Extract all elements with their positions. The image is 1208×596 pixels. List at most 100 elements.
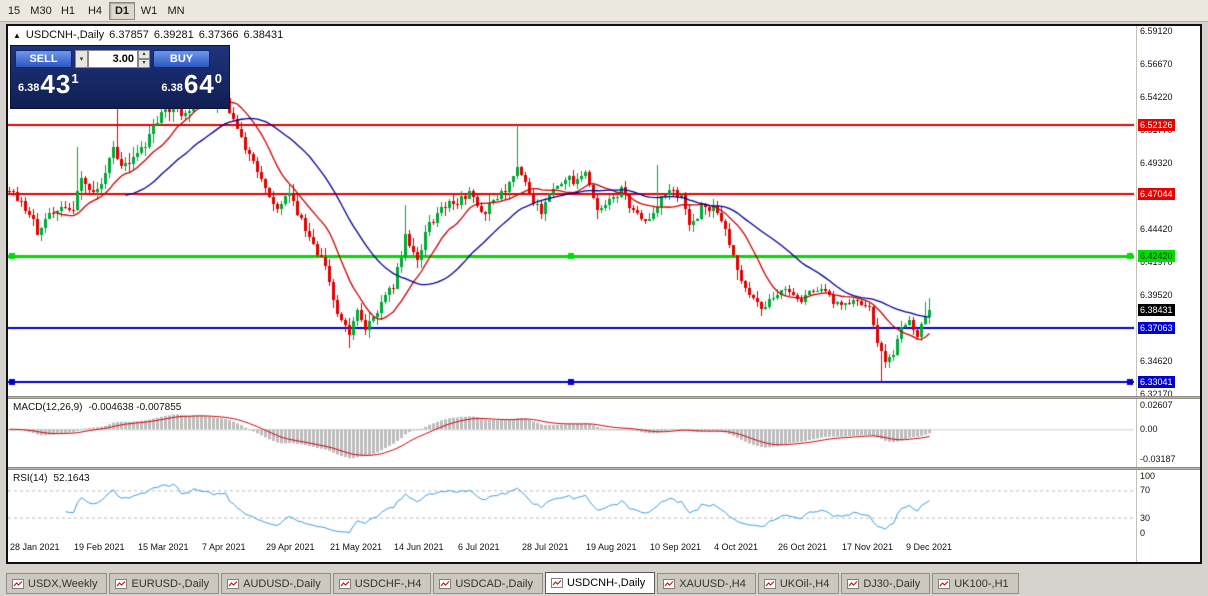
ask-price-big: 64	[183, 69, 215, 99]
price-line-label: 6.37063	[1138, 322, 1175, 334]
chevron-down-icon: ▾	[79, 56, 84, 63]
chart-tab-usdchf-h4[interactable]: USDCHF-,H4	[332, 573, 432, 594]
timeframe-button-mn[interactable]: MN	[163, 2, 189, 20]
current-price-label: 6.38431	[1138, 304, 1175, 316]
chart-tab-label: XAUUSD-,H4	[679, 577, 746, 590]
chart-tab-dj30-daily[interactable]: DJ30-,Daily	[841, 573, 931, 594]
macd-axis-label: 0.02607	[1140, 400, 1173, 410]
price-line-label: 6.47044	[1138, 188, 1175, 200]
chart-tab-icon	[938, 578, 951, 589]
price-axis-label: 6.59120	[1140, 26, 1173, 36]
date-axis-label: 26 Oct 2021	[778, 542, 828, 552]
date-axis-label: 29 Apr 2021	[266, 542, 315, 552]
price-line-label: 6.33041	[1138, 376, 1175, 388]
macd-values: -0.004638 -0.007855	[88, 402, 182, 413]
chart-tab-icon	[550, 578, 563, 588]
chart-tab-audusd-daily[interactable]: AUDUSD-,Daily	[221, 573, 331, 594]
bid-price-big: 43	[40, 69, 72, 99]
bid-price: 6.38 43 1	[18, 71, 79, 97]
chart-tab-usdcad-daily[interactable]: USDCAD-,Daily	[433, 573, 543, 594]
bid-price-sup: 1	[71, 71, 79, 86]
price-axis-label: 6.54220	[1140, 92, 1173, 102]
chart-tab-icon	[227, 578, 240, 589]
lot-increment-button[interactable]: ▴	[138, 50, 150, 59]
lot-dropdown-button[interactable]: ▾	[75, 50, 88, 68]
rsi-axis-label: 100	[1140, 471, 1156, 481]
timeframe-button-d1[interactable]: D1	[109, 1, 135, 20]
chart-tab-xauusd-h4[interactable]: XAUUSD-,H4	[657, 573, 756, 594]
date-axis-label: 7 Apr 2021	[202, 542, 246, 552]
chart-tab-label: USDCNH-,Daily	[566, 577, 646, 589]
chart-tab-label: USDCHF-,H4	[354, 577, 422, 590]
chart-tab-label: DJ30-,Daily	[863, 577, 921, 590]
date-axis-label: 19 Aug 2021	[586, 542, 637, 552]
chart-tab-usdx-weekly[interactable]: USDX,Weekly	[6, 573, 108, 594]
date-axis-label: 4 Oct 2021	[714, 542, 759, 552]
date-axis-label: 28 Jan 2021	[10, 542, 60, 552]
chart-symbol-period: USDCNH-,Daily	[25, 29, 105, 41]
lot-size-input[interactable]	[88, 50, 138, 68]
macd-header: MACD(12,26,9) -0.004638 -0.007855	[13, 402, 187, 413]
ohlc-close: 6.38431	[243, 29, 284, 41]
price-axis-label: 6.41970	[1140, 257, 1173, 267]
sell-button[interactable]: SELL	[15, 50, 72, 68]
rsi-value: 52.1643	[53, 473, 90, 484]
chart-tabs-bar: USDX,Weekly EURUSD-,Daily AUDUSD-,Daily USD…	[6, 570, 1202, 594]
pane-separator[interactable]	[8, 396, 1200, 399]
ask-price-sup: 0	[214, 71, 222, 86]
macd-indicator-canvas[interactable]	[8, 399, 1134, 467]
price-axis-label: 6.49320	[1140, 158, 1173, 168]
timeframe-button-h1[interactable]: H1	[55, 2, 81, 20]
rsi-label: RSI(14)	[13, 473, 48, 484]
chart-tab-icon	[663, 578, 676, 589]
chart-tab-uk100-h1[interactable]: UK100-,H1	[932, 573, 1019, 594]
price-axis-label: 6.32170	[1140, 389, 1173, 399]
price-line-label: 6.42420	[1138, 250, 1175, 262]
chart-tab-label: USDX,Weekly	[28, 577, 98, 590]
chart-tab-label: USDCAD-,Daily	[455, 577, 533, 590]
ask-price-small: 6.38	[161, 82, 183, 94]
chart-tab-eurusd-daily[interactable]: EURUSD-,Daily	[109, 573, 220, 594]
chart-tab-label: AUDUSD-,Daily	[243, 577, 321, 590]
chart-tab-ukoil-h4[interactable]: UKOil-,H4	[757, 573, 840, 594]
chart-ohlc-header: ▲ USDCNH-,Daily 6.37857 6.39281 6.37366 6.384…	[13, 29, 288, 41]
rsi-axis-label: 0	[1140, 528, 1146, 538]
ohlc-open: 6.37857	[109, 29, 149, 41]
ohlc-high: 6.39281	[153, 29, 194, 41]
macd-axis-label: 0.00	[1140, 424, 1158, 434]
timeframe-button-m30[interactable]: M30	[28, 2, 54, 20]
chart-tab-icon	[763, 578, 776, 589]
macd-axis-label: -0.03187	[1140, 454, 1176, 464]
rsi-indicator-canvas[interactable]	[8, 470, 1134, 538]
buy-button[interactable]: BUY	[153, 50, 210, 68]
chart-tab-icon	[439, 578, 452, 589]
chart-up-arrow-icon: ▲	[13, 31, 21, 40]
date-axis[interactable]: 28 Jan 2021 19 Feb 2021 15 Mar 2021 7 Apr 2…	[8, 538, 1134, 562]
chart-tab-icon	[338, 578, 351, 589]
macd-label: MACD(12,26,9)	[13, 402, 83, 413]
timeframe-button-15[interactable]: 15	[1, 2, 27, 20]
timeframe-button-h4[interactable]: H4	[82, 2, 108, 20]
rsi-header: RSI(14) 52.1643	[13, 473, 96, 484]
chart-window: 28 Jan 2021 19 Feb 2021 15 Mar 2021 7 Apr 2…	[6, 24, 1202, 564]
chart-tab-label: UK100-,H1	[954, 577, 1009, 590]
price-axis[interactable]: 6.591206.566706.542206.517706.493206.468…	[1136, 26, 1200, 562]
rsi-axis-label: 70	[1140, 485, 1151, 495]
ask-price: 6.38 64 0	[161, 71, 222, 97]
chart-tab-label: EURUSD-,Daily	[131, 577, 210, 590]
timeframe-button-w1[interactable]: W1	[136, 2, 162, 20]
date-axis-label: 6 Jul 2021	[458, 542, 500, 552]
chart-tab-icon	[115, 578, 128, 589]
timeframe-toolbar: 15 M30 H1 H4 D1 W1 MN	[0, 0, 1208, 22]
price-axis-label: 6.44420	[1140, 224, 1173, 234]
lot-decrement-button[interactable]: ▾	[138, 59, 150, 68]
chart-tab-label: UKOil-,H4	[779, 577, 830, 590]
date-axis-label: 28 Jul 2021	[522, 542, 569, 552]
rsi-axis-label: 30	[1140, 513, 1151, 523]
price-axis-label: 6.39520	[1140, 290, 1173, 300]
date-axis-label: 21 May 2021	[330, 542, 383, 552]
pane-separator[interactable]	[8, 467, 1200, 470]
date-axis-label: 19 Feb 2021	[74, 542, 125, 552]
chart-tab-usdcnh-daily[interactable]: USDCNH-,Daily	[544, 572, 656, 594]
